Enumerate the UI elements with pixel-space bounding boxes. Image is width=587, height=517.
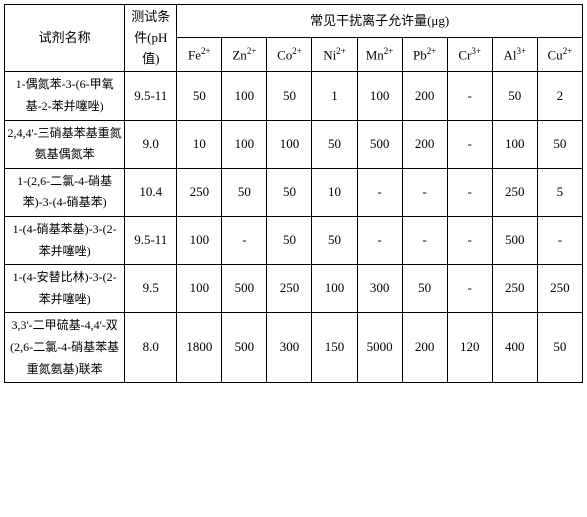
value-cell: 500 [222,313,267,383]
value-cell: 50 [222,168,267,216]
reagent-name-cell: 3,3'-二甲硫基-4,4'-双(2,6-二氯-4-硝基苯基重氮氨基)联苯 [5,313,125,383]
table-row: 2,4,4'-三硝基苯基重氮氨基偶氮苯9.01010010050500200-1… [5,120,583,168]
value-cell: 100 [222,120,267,168]
value-cell: - [402,168,447,216]
value-cell: - [402,216,447,264]
header-ion-co: Co2+ [267,37,312,72]
value-cell: - [447,168,492,216]
reagent-name-cell: 1-(4-安替比林)-3-(2-苯并噻唑) [5,265,125,313]
ph-cell: 8.0 [125,313,177,383]
value-cell: 500 [222,265,267,313]
ph-cell: 9.0 [125,120,177,168]
value-cell: 1 [312,72,357,120]
header-reagent: 试剂名称 [5,5,125,72]
table-row: 1-(4-安替比林)-3-(2-苯并噻唑)9.51005002501003005… [5,265,583,313]
header-ion-zn: Zn2+ [222,37,267,72]
value-cell: 500 [357,120,402,168]
value-cell: - [357,168,402,216]
value-cell: 10 [312,168,357,216]
ph-cell: 9.5-11 [125,72,177,120]
value-cell: 200 [402,313,447,383]
value-cell: 100 [222,72,267,120]
value-cell: 50 [267,216,312,264]
value-cell: 100 [177,265,222,313]
ph-cell: 10.4 [125,168,177,216]
value-cell: 500 [492,216,537,264]
value-cell: 100 [177,216,222,264]
header-ion-cu: Cu2+ [537,37,582,72]
table-row: 1-(4-硝基苯基)-3-(2-苯并噻唑)9.5-11100-5050---50… [5,216,583,264]
value-cell: - [537,216,582,264]
value-cell: - [222,216,267,264]
table-body: 1-偶氮苯-3-(6-甲氧基-2-苯并噻唑)9.5-11501005011002… [5,72,583,383]
value-cell: 100 [267,120,312,168]
value-cell: 1800 [177,313,222,383]
value-cell: 250 [177,168,222,216]
value-cell: 5 [537,168,582,216]
value-cell: 250 [537,265,582,313]
reagent-name-cell: 1-偶氮苯-3-(6-甲氧基-2-苯并噻唑) [5,72,125,120]
value-cell: 300 [357,265,402,313]
table-row: 1-(2,6-二氯-4-硝基苯)-3-(4-硝基苯)10.4250505010-… [5,168,583,216]
value-cell: 50 [312,216,357,264]
value-cell: 5000 [357,313,402,383]
value-cell: - [447,265,492,313]
header-ion-fe: Fe2+ [177,37,222,72]
table-row: 1-偶氮苯-3-(6-甲氧基-2-苯并噻唑)9.5-11501005011002… [5,72,583,120]
value-cell: 100 [492,120,537,168]
value-cell: 150 [312,313,357,383]
header-ion-pb: Pb2+ [402,37,447,72]
value-cell: - [447,216,492,264]
value-cell: 250 [492,168,537,216]
value-cell: 50 [537,313,582,383]
reagent-name-cell: 1-(4-硝基苯基)-3-(2-苯并噻唑) [5,216,125,264]
value-cell: 300 [267,313,312,383]
value-cell: - [447,72,492,120]
header-ion-mn: Mn2+ [357,37,402,72]
value-cell: 200 [402,72,447,120]
value-cell: 2 [537,72,582,120]
value-cell: 50 [402,265,447,313]
ph-cell: 9.5 [125,265,177,313]
value-cell: 50 [312,120,357,168]
value-cell: 10 [177,120,222,168]
reagent-name-cell: 2,4,4'-三硝基苯基重氮氨基偶氮苯 [5,120,125,168]
header-ion-cr: Cr3+ [447,37,492,72]
value-cell: 200 [402,120,447,168]
value-cell: 50 [267,168,312,216]
value-cell: 250 [492,265,537,313]
value-cell: 50 [267,72,312,120]
value-cell: - [357,216,402,264]
reagent-table: 试剂名称 测试条件(pH值) 常见干扰离子允许量(μg) Fe2+ Zn2+ C… [4,4,583,383]
value-cell: 400 [492,313,537,383]
header-ion-al: Al3+ [492,37,537,72]
value-cell: 50 [492,72,537,120]
table-row: 3,3'-二甲硫基-4,4'-双(2,6-二氯-4-硝基苯基重氮氨基)联苯8.0… [5,313,583,383]
value-cell: - [447,120,492,168]
value-cell: 250 [267,265,312,313]
header-condition: 测试条件(pH值) [125,5,177,72]
value-cell: 100 [357,72,402,120]
value-cell: 50 [177,72,222,120]
header-ion-ni: Ni2+ [312,37,357,72]
value-cell: 100 [312,265,357,313]
reagent-name-cell: 1-(2,6-二氯-4-硝基苯)-3-(4-硝基苯) [5,168,125,216]
ph-cell: 9.5-11 [125,216,177,264]
header-ion-group: 常见干扰离子允许量(μg) [177,5,583,38]
table-header: 试剂名称 测试条件(pH值) 常见干扰离子允许量(μg) Fe2+ Zn2+ C… [5,5,583,72]
value-cell: 120 [447,313,492,383]
value-cell: 50 [537,120,582,168]
